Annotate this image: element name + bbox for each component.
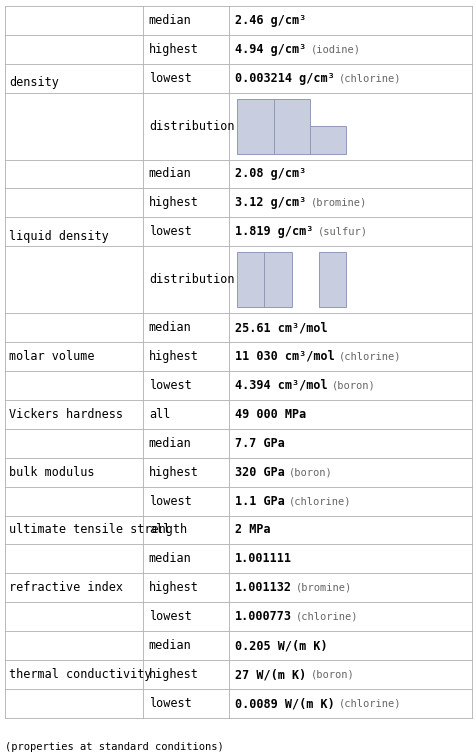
- Text: all: all: [149, 407, 170, 421]
- Text: 4.94 g/cm³: 4.94 g/cm³: [235, 43, 306, 56]
- Text: 11 030 cm³/mol: 11 030 cm³/mol: [235, 350, 334, 363]
- Text: highest: highest: [149, 668, 198, 681]
- Text: 1.1 GPa: 1.1 GPa: [235, 494, 285, 507]
- Text: 0.205 W/(m K): 0.205 W/(m K): [235, 639, 327, 652]
- Bar: [273, 99, 309, 153]
- Text: (properties at standard conditions): (properties at standard conditions): [5, 742, 223, 752]
- Text: lowest: lowest: [149, 494, 191, 507]
- Text: molar volume: molar volume: [9, 350, 94, 363]
- Text: 3.12 g/cm³: 3.12 g/cm³: [235, 197, 306, 209]
- Text: density: density: [9, 76, 59, 89]
- Text: 7.7 GPa: 7.7 GPa: [235, 437, 285, 450]
- Bar: [264, 253, 291, 307]
- Text: 27 W/(m K): 27 W/(m K): [235, 668, 306, 681]
- Text: 0.003214 g/cm³: 0.003214 g/cm³: [235, 72, 334, 85]
- Text: (iodine): (iodine): [310, 45, 360, 54]
- Text: 2.46 g/cm³: 2.46 g/cm³: [235, 14, 306, 27]
- Text: highest: highest: [149, 350, 198, 363]
- Text: (chlorine): (chlorine): [338, 352, 401, 361]
- Text: (bromine): (bromine): [296, 583, 352, 593]
- Text: 49 000 MPa: 49 000 MPa: [235, 407, 306, 421]
- Text: (chlorine): (chlorine): [338, 699, 401, 708]
- Text: 25.61 cm³/mol: 25.61 cm³/mol: [235, 321, 327, 334]
- Text: 320 GPa: 320 GPa: [235, 466, 285, 479]
- Text: (sulfur): (sulfur): [317, 227, 367, 237]
- Text: median: median: [149, 321, 191, 334]
- Text: 2.08 g/cm³: 2.08 g/cm³: [235, 168, 306, 181]
- Text: 4.394 cm³/mol: 4.394 cm³/mol: [235, 379, 327, 392]
- Text: thermal conductivity: thermal conductivity: [9, 668, 151, 681]
- Text: median: median: [149, 437, 191, 450]
- Text: Vickers hardness: Vickers hardness: [9, 407, 123, 421]
- Text: lowest: lowest: [149, 697, 191, 710]
- Text: (chlorine): (chlorine): [288, 496, 351, 506]
- Text: lowest: lowest: [149, 610, 191, 623]
- Text: bulk modulus: bulk modulus: [9, 466, 94, 479]
- Bar: [318, 253, 346, 307]
- Text: (boron): (boron): [331, 380, 375, 390]
- Text: 1.001132: 1.001132: [235, 581, 291, 594]
- Text: (bromine): (bromine): [310, 198, 366, 208]
- Text: (boron): (boron): [310, 670, 353, 680]
- Bar: [237, 253, 264, 307]
- Text: all: all: [149, 523, 170, 537]
- Text: highest: highest: [149, 466, 198, 479]
- Text: lowest: lowest: [149, 379, 191, 392]
- Text: highest: highest: [149, 197, 198, 209]
- Text: median: median: [149, 168, 191, 181]
- Text: 2 MPa: 2 MPa: [235, 523, 270, 537]
- Text: (chlorine): (chlorine): [338, 73, 401, 83]
- Text: highest: highest: [149, 581, 198, 594]
- Bar: [309, 126, 346, 153]
- Text: ultimate tensile strength: ultimate tensile strength: [9, 523, 187, 537]
- Bar: [237, 99, 273, 153]
- Text: median: median: [149, 639, 191, 652]
- Text: 1.000773: 1.000773: [235, 610, 291, 623]
- Text: lowest: lowest: [149, 225, 191, 238]
- Text: (boron): (boron): [288, 467, 332, 477]
- Text: liquid density: liquid density: [9, 230, 109, 243]
- Text: median: median: [149, 14, 191, 27]
- Text: highest: highest: [149, 43, 198, 56]
- Text: distribution: distribution: [149, 273, 234, 287]
- Text: 1.001111: 1.001111: [235, 553, 291, 565]
- Text: median: median: [149, 553, 191, 565]
- Text: 0.0089 W/(m K): 0.0089 W/(m K): [235, 697, 334, 710]
- Text: distribution: distribution: [149, 119, 234, 132]
- Text: lowest: lowest: [149, 72, 191, 85]
- Text: 1.819 g/cm³: 1.819 g/cm³: [235, 225, 313, 238]
- Text: refractive index: refractive index: [9, 581, 123, 594]
- Text: (chlorine): (chlorine): [296, 612, 358, 621]
